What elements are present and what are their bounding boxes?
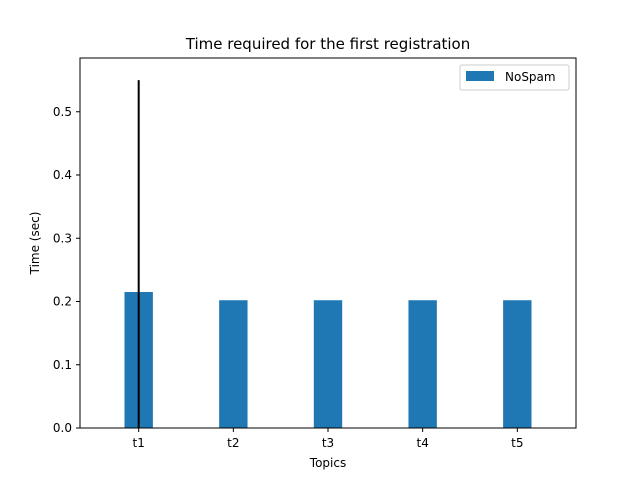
bar-t3 [313,300,343,428]
bar-t2 [219,300,248,428]
y-tick-label: 0.2 [53,295,72,309]
y-tick-label: 0.3 [53,231,72,245]
x-axis: t1 t2 t3 t4 t5 [133,428,523,450]
chart-title: Time required for the first registration [185,35,471,53]
y-tick-label: 0.1 [53,358,72,372]
y-tick-label: 0.4 [53,168,72,182]
x-tick-label-t5: t5 [511,436,523,450]
y-tick-label: 0.0 [53,421,72,435]
y-axis: 0.0 0.1 0.2 0.3 0.4 0.5 [53,105,80,435]
legend-label-nospam: NoSpam [505,70,556,84]
x-axis-label: Topics [309,456,346,470]
bar-t4 [408,300,437,428]
bars-layer [124,292,532,428]
legend-swatch [466,71,494,81]
x-tick-label-t4: t4 [416,436,428,450]
x-tick-label-t3: t3 [322,436,334,450]
x-tick-label-t2: t2 [227,436,239,450]
bar-t5 [503,300,532,428]
y-tick-label: 0.5 [53,105,72,119]
legend: NoSpam [459,64,570,91]
x-tick-label-t1: t1 [133,436,145,450]
y-axis-label: Time (sec) [28,212,42,276]
